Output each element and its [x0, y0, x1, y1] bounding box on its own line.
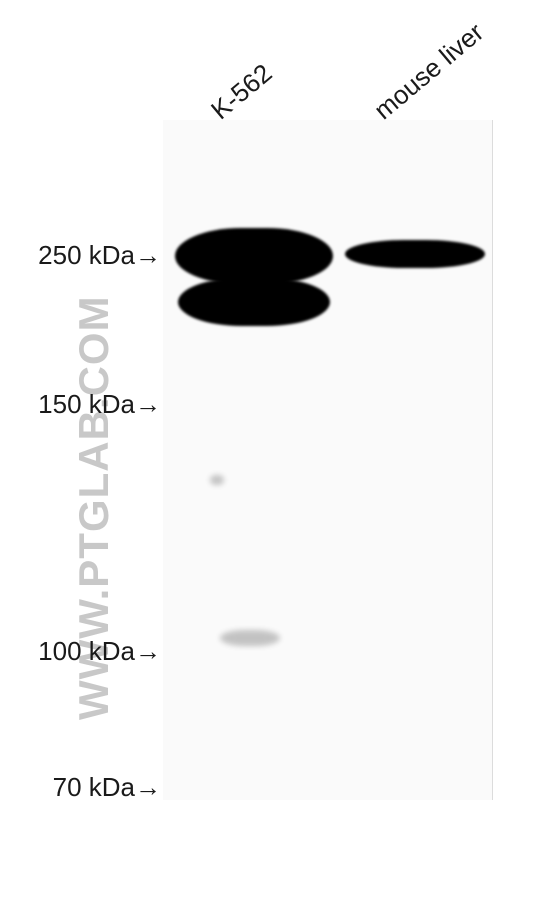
protein-band: [210, 475, 224, 485]
lane-label: K-562: [205, 58, 278, 126]
lane-label: mouse liver: [368, 17, 490, 126]
molecular-weight-marker: 150 kDa→: [38, 389, 161, 420]
molecular-weight-marker: 250 kDa→: [38, 240, 161, 271]
protein-band: [178, 278, 330, 326]
protein-band: [175, 228, 333, 284]
molecular-weight-marker: 100 kDa→: [38, 636, 161, 667]
molecular-weight-marker: 70 kDa→: [53, 772, 161, 803]
protein-band: [220, 630, 280, 646]
blot-membrane: [163, 120, 493, 800]
protein-band: [345, 240, 485, 268]
figure-canvas: WWW.PTGLAB.COM K-562mouse liver 250 kDa→…: [0, 0, 550, 903]
